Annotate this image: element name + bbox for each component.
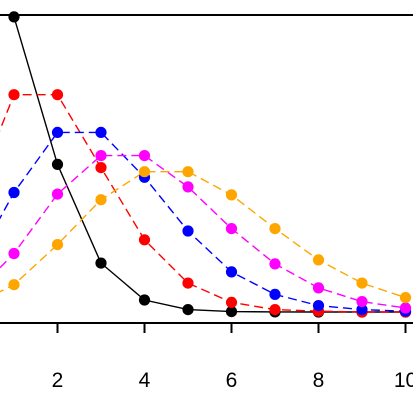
x-tick-label-8: 8 [313, 369, 325, 392]
x-ticks-layer: 2 4 6 8 10 [52, 323, 413, 392]
data-point-series-5-x7 [269, 223, 281, 235]
data-point-series-2-x5 [182, 277, 194, 289]
data-point-series-1-x4 [138, 294, 151, 306]
data-point-series-4-x1 [8, 247, 20, 260]
series-line-4 [0, 154, 406, 309]
data-point-series-2-x1 [8, 89, 20, 101]
data-point-series-5-x8 [312, 254, 325, 266]
series-line-5 [0, 171, 406, 299]
data-point-series-3-x3 [95, 126, 107, 138]
data-point-series-2-x3 [95, 162, 107, 174]
axes-layer [0, 14, 413, 324]
data-point-series-4-x10 [399, 302, 412, 314]
series-line-3 [0, 131, 406, 312]
series-points-layer [8, 11, 412, 318]
data-point-series-5-x6 [225, 189, 238, 201]
data-point-series-2-x4 [138, 234, 151, 246]
x-tick-label-6: 6 [226, 369, 238, 392]
data-point-series-5-x3 [95, 194, 107, 206]
data-point-series-3-x7 [269, 288, 281, 300]
series-line-1 [13, 16, 406, 313]
data-point-series-5-x5 [182, 166, 194, 178]
data-point-series-3-x9 [356, 304, 368, 316]
data-point-series-1-x5 [182, 304, 194, 316]
x-tick-label-10: 10 [394, 369, 413, 392]
data-point-series-4-x5 [182, 181, 194, 193]
data-point-series-5-x1 [8, 279, 20, 291]
data-point-series-1-x6 [225, 306, 238, 318]
data-point-series-4-x3 [95, 150, 107, 162]
data-point-series-3-x2 [51, 126, 64, 138]
plot-frame [0, 14, 413, 324]
data-point-series-4-x4 [138, 150, 151, 162]
data-point-series-1-x3 [95, 257, 107, 269]
series-line-2 [0, 94, 406, 313]
data-point-series-3-x5 [182, 225, 194, 237]
data-point-series-2-x7 [269, 304, 281, 316]
data-point-series-5-x4 [138, 166, 151, 178]
data-point-series-2-x6 [225, 296, 238, 308]
data-point-series-4-x2 [51, 188, 64, 200]
data-point-series-5-x2 [51, 239, 64, 251]
x-tick-label-2: 2 [52, 369, 64, 392]
data-point-series-3-x8 [312, 300, 325, 312]
data-point-series-4-x9 [356, 296, 368, 308]
data-point-series-2-x2 [51, 89, 64, 101]
data-point-series-1-x1 [8, 11, 20, 23]
data-point-series-1-x2 [51, 158, 64, 170]
data-point-series-5-x10 [399, 292, 412, 304]
x-tick-label-4: 4 [139, 369, 151, 392]
data-point-series-5-x9 [356, 277, 368, 289]
data-point-series-4-x7 [269, 258, 281, 270]
data-point-series-4-x6 [225, 223, 238, 235]
data-point-series-4-x8 [312, 282, 325, 294]
data-point-series-3-x1 [8, 186, 20, 199]
data-point-series-3-x6 [225, 266, 238, 278]
